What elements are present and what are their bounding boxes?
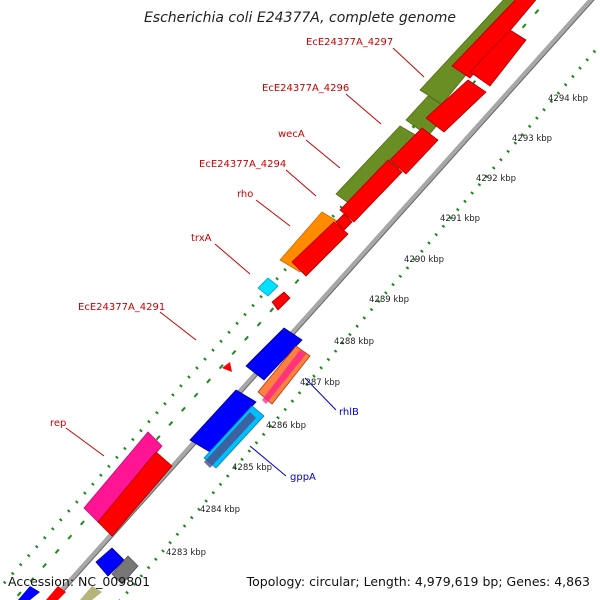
scale-labels: 4283 kbp 4284 kbp 4285 kbp 4286 kbp 4287… xyxy=(166,94,588,558)
gene-small-reverse-1[interactable] xyxy=(335,213,353,231)
gene-EcE24377A_4291-forward[interactable] xyxy=(245,327,303,381)
topology-label: Topology: circular; Length: 4,979,619 bp… xyxy=(246,574,590,589)
gene-bottom-red[interactable] xyxy=(46,586,66,600)
gene-label[interactable]: wecA xyxy=(278,129,305,140)
scale-label: 4289 kbp xyxy=(369,295,409,305)
gene-rep-forward[interactable] xyxy=(83,431,163,523)
gene-label[interactable]: trxA xyxy=(191,233,212,244)
gene-trxA-reverse[interactable] xyxy=(291,221,349,277)
scale-label: 4290 kbp xyxy=(404,255,444,265)
gene-wecA-reverse[interactable] xyxy=(389,127,439,175)
scale-label: 4291 kbp xyxy=(440,214,480,224)
gene-rhlB-forward[interactable] xyxy=(189,389,257,453)
scale-label: 4283 kbp xyxy=(166,548,206,558)
gene-label-leaders-blue xyxy=(249,377,337,477)
gene-rhlB-reverse-pink[interactable] xyxy=(262,350,306,404)
scale-label: 4287 kbp xyxy=(300,378,340,388)
accession-label: Accession: NC_009801 xyxy=(8,574,151,589)
scale-label: 4293 kbp xyxy=(512,134,552,144)
gene-label[interactable]: EcE24377A_4296 xyxy=(262,83,349,94)
gene-marker-small xyxy=(222,362,232,372)
gene-trxA-small[interactable] xyxy=(271,291,291,311)
gene-bottom-blue[interactable] xyxy=(18,586,40,600)
gene-label[interactable]: EcE24377A_4291 xyxy=(78,302,165,313)
page-title: Escherichia coli E24377A, complete genom… xyxy=(143,10,457,26)
scale-label: 4294 kbp xyxy=(548,94,588,104)
gene-bottom-olive[interactable] xyxy=(80,586,102,600)
gene-EcE24377A_4296-reverse[interactable] xyxy=(469,29,527,87)
gene-EcE24377A_4294-reverse[interactable] xyxy=(425,79,487,133)
scale-label: 4288 kbp xyxy=(334,337,374,347)
scale-label: 4285 kbp xyxy=(232,463,272,473)
gene-label[interactable]: gppA xyxy=(290,472,316,483)
gene-labels-blue: rhlB gppA xyxy=(290,407,359,483)
gene-label-leaders-red xyxy=(65,47,425,457)
gene-trxA-forward[interactable] xyxy=(257,277,279,297)
gene-label[interactable]: rep xyxy=(50,418,66,429)
gene-label[interactable]: rhlB xyxy=(339,407,359,418)
gene-gppA-reverse-dark[interactable] xyxy=(204,412,256,468)
gene-EcE24377A_4297-reverse[interactable] xyxy=(451,0,540,79)
gene-label[interactable]: EcE24377A_4294 xyxy=(199,159,286,170)
gene-rho-reverse[interactable] xyxy=(339,159,403,223)
scale-label: 4292 kbp xyxy=(476,174,516,184)
scale-label: 4284 kbp xyxy=(200,505,240,515)
gene-labels-red: EcE24377A_4297 EcE24377A_4296 wecA EcE24… xyxy=(50,37,393,429)
genome-backbone-inner xyxy=(55,0,595,600)
gene-lower-reverse-gray[interactable] xyxy=(111,555,139,585)
gene-rep-reverse[interactable] xyxy=(97,451,173,537)
reverse-strand-features xyxy=(18,0,540,600)
scale-label: 4286 kbp xyxy=(266,421,306,431)
gene-label[interactable]: rho xyxy=(237,189,253,200)
gc-content-track-inner xyxy=(118,44,600,600)
gene-label[interactable]: EcE24377A_4297 xyxy=(306,37,393,48)
